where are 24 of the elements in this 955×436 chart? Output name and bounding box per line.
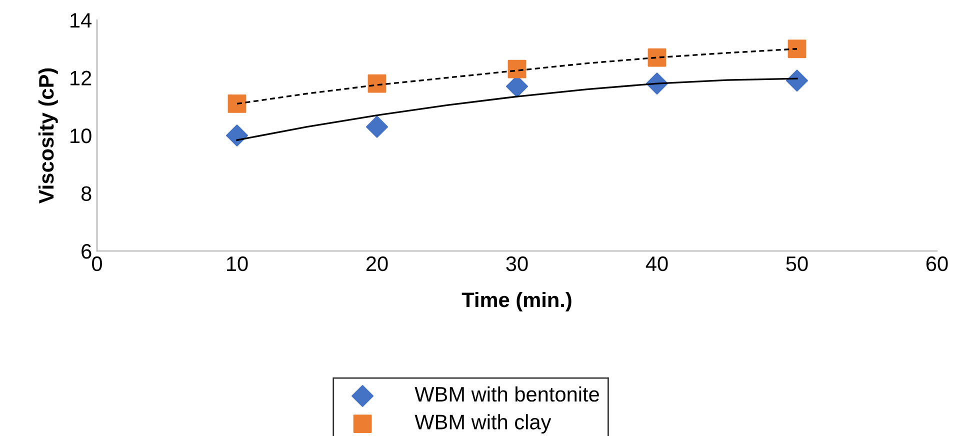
y-tick-label: 14 (70, 13, 92, 28)
legend-label: WBM with bentonite (414, 386, 599, 402)
y-tick-label: 10 (70, 128, 92, 144)
point (226, 124, 248, 146)
x-tick-label: 0 (92, 256, 102, 272)
point (648, 48, 666, 67)
y-tick-label: 6 (82, 244, 92, 259)
x-tick-label: 20 (366, 256, 388, 272)
x-tick-label: 50 (786, 256, 808, 272)
point (366, 116, 388, 138)
y-tick-label: 12 (70, 70, 92, 86)
y-tick-label: 8 (81, 186, 92, 202)
point (786, 70, 808, 92)
legend-label: WBM with clay (414, 414, 552, 434)
point (368, 74, 386, 93)
point (508, 60, 526, 78)
x-tick-label: 60 (926, 256, 948, 272)
x-axis-title: Time (min.) (462, 292, 572, 312)
x-tick-label: 30 (506, 256, 528, 272)
x-tick-label: 10 (227, 256, 248, 272)
point (228, 94, 246, 113)
y-axis-title: Viscosity (cP) (38, 68, 58, 204)
point (788, 40, 806, 58)
x-tick-label: 40 (646, 256, 668, 272)
